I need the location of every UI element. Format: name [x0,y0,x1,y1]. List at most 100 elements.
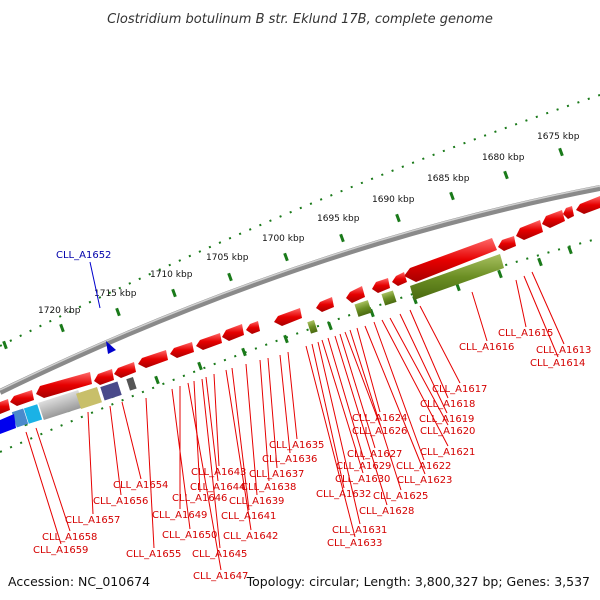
gene-connector [245,363,258,496]
gene-arrow [392,272,407,286]
gene-label: CLL_A1636 [262,454,317,465]
gene-label: CLL_A1618 [420,399,475,410]
tick-mark [497,269,503,279]
grey-feature [38,389,84,421]
gene-connector [311,343,345,489]
gene-label: CLL_A1659 [33,545,88,556]
gene-label: CLL_A1627 [347,449,402,460]
olive-feature [381,290,397,306]
gene-arrow [516,220,543,240]
gene-label: CLL_A1621 [420,447,475,458]
gene-label: CLL_A1628 [359,506,414,517]
gene-label: CLL_A1632 [316,489,371,500]
gene-connector [259,359,270,482]
gene-arrow [196,333,222,350]
tick-mark [449,191,455,201]
gene-connector [381,319,449,447]
tick-label: 1715 kbp [94,289,137,299]
tick-mark [537,257,543,267]
gene-connector [419,305,461,384]
gene-label: CLL_A1641 [221,511,276,522]
gene-connector [523,275,559,358]
gene-arrow [316,297,334,312]
summary-text: Topology: circular; Length: 3,800,327 bp… [246,574,590,589]
gene-connector [213,373,220,467]
tick-mark [558,147,564,157]
gene-arrow [498,236,516,251]
gene-connector [531,271,565,345]
gene-label: CLL_A1617 [432,384,487,395]
gene-connector [187,382,222,571]
gene-label: CLL_A1658 [42,532,97,543]
tick-mark [503,170,509,180]
tick-mark [567,245,573,255]
gene-label: CLL_A1625 [373,491,428,502]
gene-connector [515,279,527,328]
tick-mark [59,323,65,333]
gene-connector [225,369,252,531]
gene-label: CLL_A1622 [396,461,451,472]
tick-label: 1710 kbp [150,270,193,280]
tick-mark [115,307,121,317]
tick-mark [154,375,160,385]
gene-label: CLL_A1638 [241,482,296,493]
gene-labels: CLL_A1613 CLL_A1614 CLL_A1615 CLL_A1616 CLL_… [33,328,591,582]
gene-connectors [25,271,565,571]
gene-label: CLL_A1614 [530,358,585,369]
gene-connector [35,427,71,532]
map-title: Clostridium botulinum B str. Eklund 17B,… [107,12,493,27]
gene-track [0,196,600,414]
gene-connector [344,331,381,426]
gene-label: CLL_A1657 [65,515,120,526]
gene-connector [279,354,291,454]
purple-feature [100,381,122,401]
gene-arrow [138,350,168,368]
gene-label: CLL_A1654 [113,480,168,491]
gene-label: CLL_A1644 [190,482,245,493]
olive-feature [410,254,504,300]
gene-label: CLL_A1629 [336,461,391,472]
gene-connector [317,341,361,525]
tick-mark [227,272,233,282]
gene-connector [356,327,381,413]
gene-arrow [10,390,34,406]
tick-label: 1680 kbp [482,153,525,163]
gene-label: CLL_A1650 [162,530,217,541]
gene-connector [349,329,402,491]
gene-connector [25,431,62,545]
gene-connector [145,397,155,549]
gene-connector [409,309,449,399]
gene-connector [334,335,388,506]
gene-label: CLL_A1626 [352,426,407,437]
gene-label: CLL_A1615 [498,328,553,339]
highlight-connector [89,261,101,309]
gene-connector [364,325,426,475]
gene-arrow [576,196,600,214]
gene-label: CLL_A1624 [352,413,407,424]
gene-label: CLL_A1623 [397,475,452,486]
tick-label: 1690 kbp [372,195,415,205]
tick-mark [2,340,8,350]
gene-connector [267,357,278,469]
tick-mark [455,282,461,292]
gene-label: CLL_A1647 [193,571,248,582]
genome-backbone [0,185,600,395]
cyan-feature [11,408,29,428]
gene-connector [121,401,142,480]
highlight-gene-label: CLL_A1652 [56,250,111,261]
gene-label: CLL_A1642 [223,531,278,542]
olive-feature [354,300,372,317]
gene-label: CLL_A1643 [191,467,246,478]
gene-arrow [222,324,244,341]
tick-label: 1695 kbp [317,214,360,224]
gene-label: CLL_A1656 [93,496,148,507]
gene-connector [171,388,191,530]
gene-connector [373,321,425,461]
tick-mark [283,334,289,344]
gene-arrow [36,372,92,398]
gene-arrow [563,206,574,219]
gene-arrow [542,210,565,228]
gene-label: CLL_A1635 [269,440,324,451]
gene-arrow [170,342,194,358]
gene-label: CLL_A1637 [249,469,304,480]
